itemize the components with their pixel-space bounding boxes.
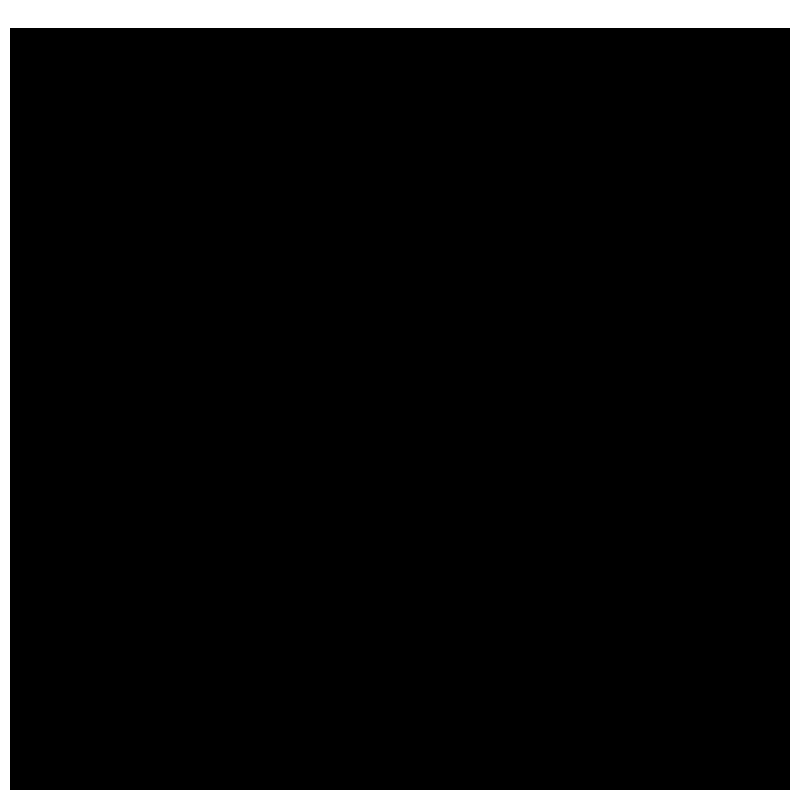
plot-area (32, 50, 768, 768)
heatmap-canvas (32, 50, 768, 768)
plot-frame (10, 28, 790, 790)
chart-container (0, 0, 800, 800)
crosshair-vertical (32, 50, 33, 768)
